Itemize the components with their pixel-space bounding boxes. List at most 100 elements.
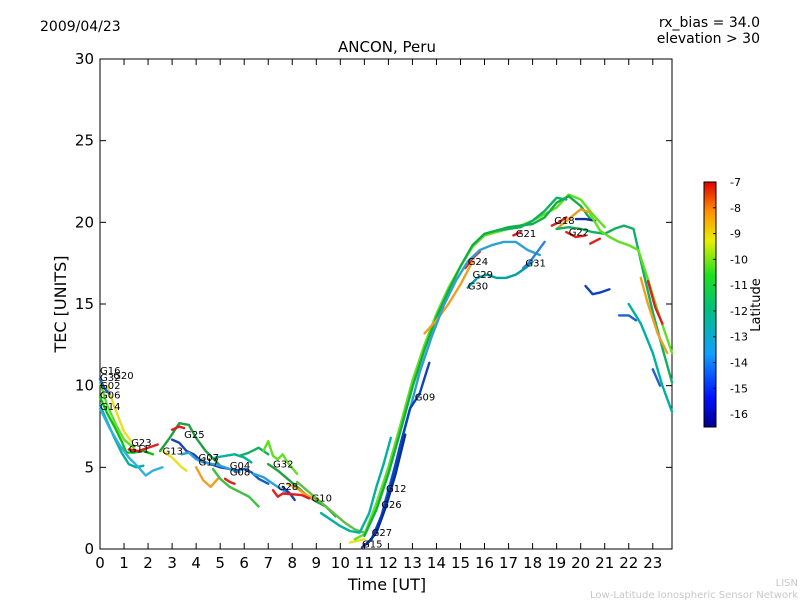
x-tick-label-13: 13: [403, 554, 422, 572]
series-line-0: [98, 395, 155, 456]
x-tick-label-9: 9: [312, 554, 322, 572]
series-line-13: [223, 477, 236, 485]
satellite-label-9: G25: [184, 430, 204, 441]
y-tick-label-1: 5: [84, 458, 94, 476]
satellite-label-2: G20: [113, 371, 133, 382]
satellite-label-10: G07: [199, 453, 219, 464]
satellite-label-23: G29: [473, 270, 493, 281]
series-line-8: [161, 449, 188, 472]
colorbar-label: Latitude: [749, 278, 764, 332]
x-tick-label-12: 12: [379, 554, 398, 572]
series-line-4: [105, 384, 133, 443]
series-line-46: [617, 314, 638, 322]
x-tick-label-5: 5: [215, 554, 225, 572]
series-line-39: [555, 208, 592, 231]
series-line-2: [98, 407, 164, 477]
series-line-26: [348, 538, 366, 544]
x-axis-label: Time [UT]: [347, 575, 426, 594]
series-line-50: [651, 368, 662, 387]
series-line-29: [423, 260, 474, 335]
y-tick-label-0: 0: [84, 540, 94, 558]
satellite-label-21: G09: [415, 392, 435, 403]
series-line-40: [565, 230, 587, 239]
satellite-label-1: G32: [100, 373, 120, 384]
satellite-label-7: G11: [129, 445, 149, 456]
satellite-label-19: G27: [372, 528, 392, 539]
colorbar-tick-label-9: -16: [730, 408, 748, 421]
satellite-label-4: G06: [100, 391, 120, 402]
series-line-7: [158, 422, 222, 467]
colorbar-tick-label-6: -13: [730, 331, 748, 344]
colorbar-tick-label-5: -12: [730, 305, 748, 318]
series-line-45: [584, 284, 611, 296]
colorbar-tick-label-2: -9: [730, 228, 741, 241]
y-tick-label-6: 30: [75, 50, 94, 68]
x-tick-label-6: 6: [239, 554, 249, 572]
y-tick-label-2: 10: [75, 377, 94, 395]
colorbar-tick-label-8: -15: [730, 382, 748, 395]
series-line-23: [271, 489, 311, 500]
chart-title: ANCON, Peru: [338, 38, 436, 56]
watermark-subtitle: Low-Latitude Ionospheric Sensor Network: [590, 590, 798, 600]
x-tick-label-14: 14: [427, 554, 446, 572]
satellite-label-17: G12: [386, 484, 406, 495]
series-line-34: [466, 260, 534, 289]
series-line-25: [319, 436, 392, 534]
series-line-43: [555, 224, 674, 384]
x-tick-label-21: 21: [595, 554, 614, 572]
series-line-38: [512, 230, 522, 237]
y-tick-label-3: 15: [75, 295, 94, 313]
series-line-16: [233, 467, 270, 485]
x-tick-label-20: 20: [571, 554, 590, 572]
series-line-9: [170, 425, 186, 431]
series-line-35: [521, 240, 546, 270]
y-tick-label-4: 20: [75, 213, 94, 231]
x-tick-label-23: 23: [643, 554, 662, 572]
series-line-28: [363, 194, 592, 538]
satellite-label-13: G08: [230, 468, 250, 479]
series-line-33: [365, 433, 407, 546]
x-tick-label-8: 8: [287, 554, 297, 572]
series-line-11: [180, 451, 241, 474]
series-layer: [98, 193, 674, 549]
watermark-title: LISN: [776, 578, 798, 589]
satellite-label-22: G24: [468, 257, 488, 268]
satellite-label-11: G17: [199, 458, 219, 469]
satellite-label-27: G18: [554, 216, 574, 227]
x-tick-label-3: 3: [167, 554, 177, 572]
date-label: 2009/04/23: [40, 19, 121, 35]
series-line-47: [639, 276, 669, 355]
x-axis: 0 1 2 3 4 5 6 7 8 9 10 11 12 13 14 15 16 17 18 19 20 21 22 23: [95, 59, 662, 572]
satellite-label-26: G31: [525, 258, 545, 269]
satellite-label-0: G16: [100, 366, 120, 377]
series-line-15: [214, 453, 253, 464]
series-line-37: [550, 216, 568, 227]
elevation-label: elevation > 30: [657, 31, 760, 47]
satellite-label-15: G28: [278, 482, 298, 493]
series-line-48: [646, 279, 664, 325]
x-tick-label-19: 19: [547, 554, 566, 572]
series-line-22: [286, 482, 318, 502]
series-line-36: [495, 196, 568, 232]
x-tick-label-10: 10: [331, 554, 350, 572]
x-tick-label-22: 22: [619, 554, 638, 572]
series-line-18: [262, 440, 299, 476]
x-tick-label-0: 0: [95, 554, 105, 572]
colorbar-ticks: -7 -8 -9 -10 -11 -12 -13 -14 -15 -16: [713, 176, 748, 421]
satellite-label-24: G30: [468, 281, 488, 292]
colorbar-tick-label-7: -14: [730, 357, 748, 370]
series-line-5: [98, 377, 111, 395]
x-tick-label-17: 17: [499, 554, 518, 572]
satellite-label-8: G13: [163, 446, 183, 457]
series-line-14: [211, 467, 260, 508]
x-tick-label-1: 1: [119, 554, 129, 572]
satellite-label-14: G32: [273, 459, 293, 470]
colorbar-tick-label-4: -11: [730, 279, 748, 292]
satellite-label-6: G23: [131, 438, 151, 449]
x-tick-label-2: 2: [143, 554, 153, 572]
x-tick-label-7: 7: [263, 554, 273, 572]
y-tick-label-5: 25: [75, 132, 94, 150]
satellite-label-28: G22: [569, 227, 589, 238]
